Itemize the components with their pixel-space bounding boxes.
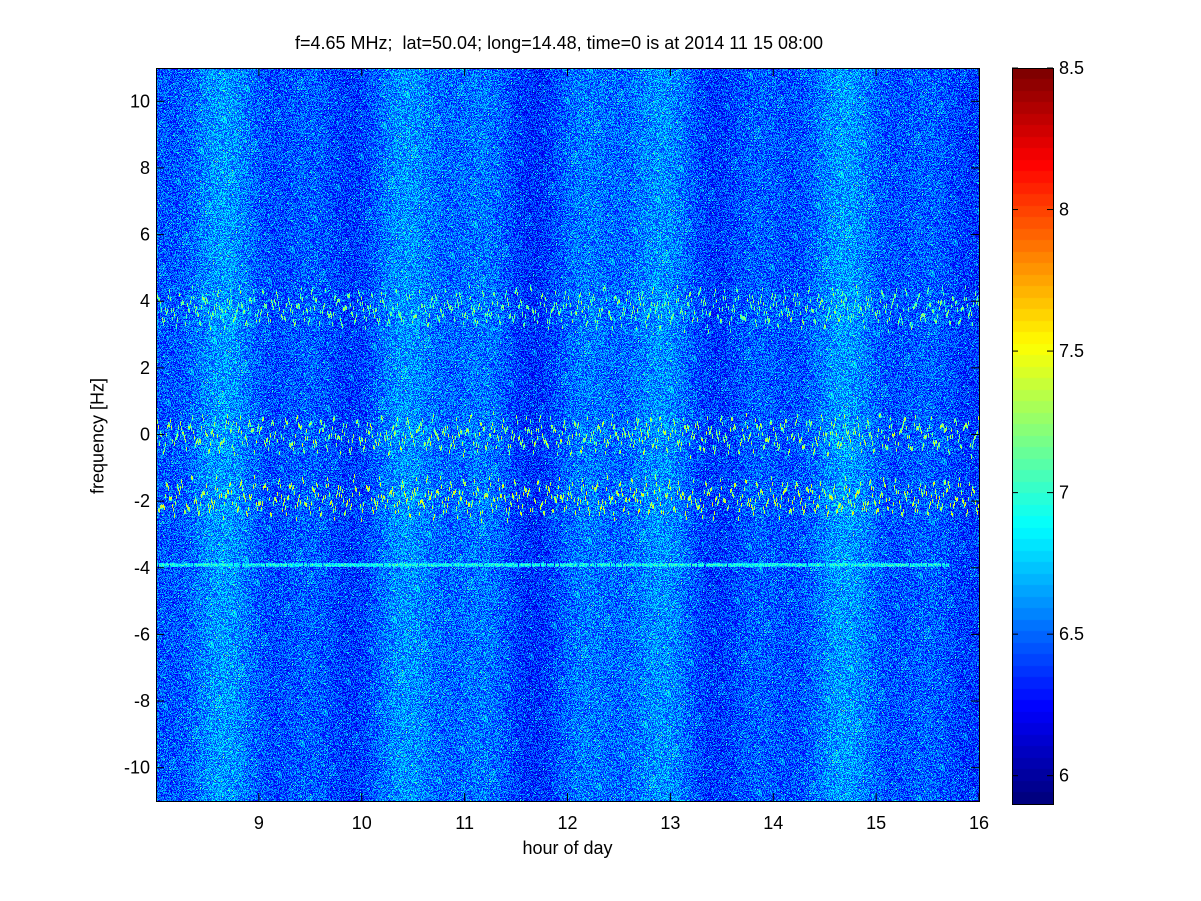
y-tick-label: -4: [134, 558, 150, 578]
y-tick-label: 4: [140, 291, 150, 311]
y-axis-label: frequency [Hz]: [87, 377, 108, 495]
y-tick-label: 2: [140, 358, 150, 378]
colorbar-tick-label: 7: [1059, 483, 1069, 503]
y-tick-label: 6: [140, 225, 150, 245]
colorbar-tick-label: 8.5: [1059, 58, 1084, 78]
y-tick-label: 0: [140, 425, 150, 445]
spectrogram-heatmap: [156, 68, 979, 801]
colorbar-tick-label: 7.5: [1059, 341, 1084, 361]
y-tick-label: -8: [134, 691, 150, 711]
y-tick-label: 10: [130, 91, 150, 111]
x-axis-label: hour of day: [522, 838, 613, 858]
x-tick-label: 12: [557, 813, 577, 833]
x-tick-label: 11: [455, 813, 474, 833]
y-tick-label: -2: [134, 491, 150, 511]
y-tick-label: -6: [134, 624, 150, 644]
x-tick-label: 15: [866, 813, 886, 833]
y-tick-label: -10: [124, 758, 150, 778]
x-tick-label: 13: [660, 813, 680, 833]
colorbar-tick-label: 6.5: [1059, 624, 1084, 644]
colorbar-gradient: [1012, 68, 1053, 804]
plot-frame: [156, 68, 980, 802]
colorbar-tick-label: 8: [1059, 200, 1069, 220]
y-tick-label: 8: [140, 158, 150, 178]
x-tick-label: 16: [969, 813, 989, 833]
colorbar-tick-label: 6: [1059, 766, 1069, 786]
x-tick-label: 10: [352, 813, 372, 833]
chart-title: f=4.65 MHz; lat=50.04; long=14.48, time=…: [294, 33, 824, 53]
x-tick-label: 9: [254, 813, 264, 833]
colorbar-frame: [1012, 68, 1054, 805]
x-tick-label: 14: [763, 813, 783, 833]
